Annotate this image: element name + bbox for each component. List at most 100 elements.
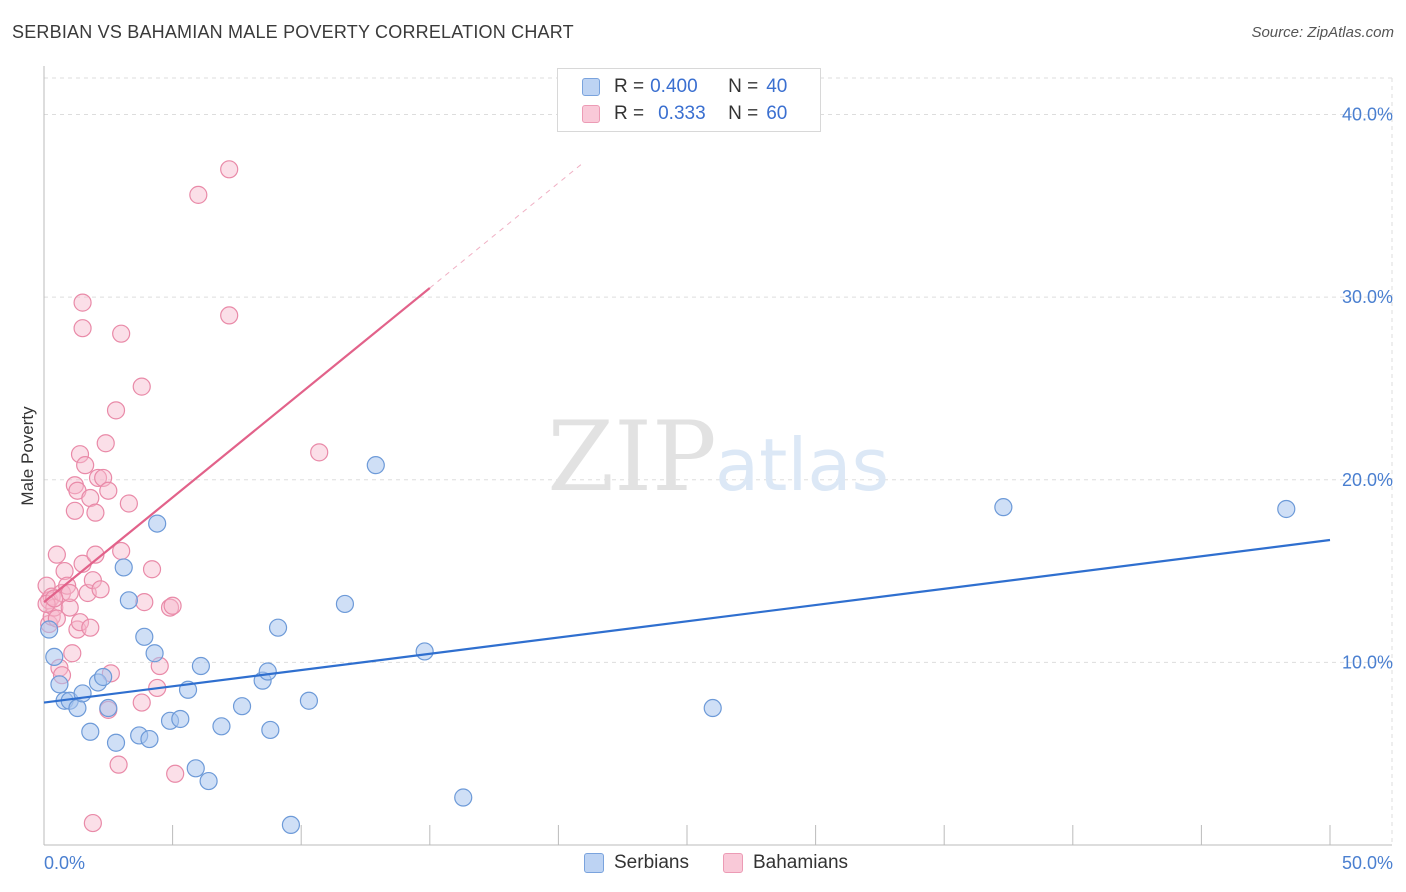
bahamian-point <box>163 596 182 615</box>
y-tick-label: 10.0% <box>1342 652 1393 672</box>
bahamian-point <box>160 598 180 617</box>
serbian-point <box>212 717 231 736</box>
bahamian-points <box>37 160 329 833</box>
serbian-point <box>258 662 277 681</box>
correlation-legend: R = 0.400 N = 40 R = 0.333 N = 60 <box>557 68 821 132</box>
serbian-point <box>40 620 59 639</box>
bahamian-point <box>91 580 110 599</box>
serbian-point <box>1277 499 1296 519</box>
y-axis-label: Male Poverty <box>18 406 37 506</box>
legend-row-bahamians: R = 0.333 N = 60 <box>582 102 787 126</box>
legend-item-bahamians[interactable]: Bahamians <box>723 852 848 874</box>
n-value: 40 <box>766 76 788 97</box>
bahamian-point <box>189 185 208 204</box>
y-tick-label: 30.0% <box>1342 287 1393 307</box>
serbian-point <box>703 698 722 718</box>
r-value: 0.333 <box>658 103 706 124</box>
r-value: 0.400 <box>650 76 698 97</box>
chart-title: SERBIAN VS BAHAMIAN MALE POVERTY CORRELA… <box>12 22 574 42</box>
serbian-point <box>335 594 355 614</box>
bahamian-point <box>73 319 92 338</box>
serbian-point <box>114 558 133 577</box>
bahamian-point <box>65 501 84 520</box>
serbian-point <box>415 642 434 661</box>
serbian-point <box>106 733 126 752</box>
bahamian-point <box>47 545 66 564</box>
watermark: ZIP atlas <box>547 401 889 513</box>
legend-label-bahamians: Bahamians <box>753 852 849 873</box>
x-tick-label: 50.0% <box>1342 853 1393 873</box>
bahamian-swatch <box>582 105 600 123</box>
bahamian-point <box>76 456 95 475</box>
serbian-point <box>186 759 205 778</box>
trend-lines <box>43 161 1331 704</box>
series-legend: Serbians Bahamians <box>584 852 882 874</box>
bahamian-point <box>119 494 138 513</box>
bahamian-point <box>109 755 128 774</box>
serbian-point <box>232 697 252 716</box>
bahamian-point <box>81 618 100 637</box>
bahamian-swatch <box>723 853 743 873</box>
bahamian-point <box>132 377 151 396</box>
legend-label-serbians: Serbians <box>614 852 689 873</box>
bahamian-point <box>73 293 92 312</box>
bahamian-point <box>310 443 329 462</box>
serbian-point <box>994 498 1013 517</box>
serbian-points <box>40 456 1296 835</box>
x-tick-label: 0.0% <box>44 853 85 873</box>
bahamian-point <box>60 598 79 617</box>
bahamian-point <box>70 613 90 632</box>
serbian-point <box>191 656 210 676</box>
serbian-point <box>135 627 154 646</box>
n-label: N = <box>728 76 759 97</box>
bahamian-point <box>99 481 118 500</box>
serbian-point <box>148 514 167 533</box>
bahamian-point <box>96 434 115 453</box>
serbian-swatch <box>584 853 604 873</box>
r-label: R = <box>614 103 645 124</box>
legend-item-serbians[interactable]: Serbians <box>584 852 689 874</box>
bahamian-point <box>83 571 102 590</box>
bahamian-point <box>166 764 185 783</box>
serbian-point <box>145 644 164 663</box>
serbian-swatch <box>582 78 600 96</box>
bahamian-point <box>58 576 77 595</box>
serbian-point <box>299 691 319 710</box>
bahamian-point <box>132 693 151 712</box>
bahamian-point <box>220 306 239 325</box>
bahamian-point <box>112 324 131 343</box>
bahamian-point <box>135 593 154 612</box>
serbian-point <box>454 788 473 807</box>
serbian-point <box>171 709 190 729</box>
r-label: R = <box>614 76 645 97</box>
serbian-point <box>261 720 280 740</box>
source-credit: Source: ZipAtlas.com <box>1251 24 1394 41</box>
serbian-point <box>45 647 64 667</box>
n-label: N = <box>728 103 759 124</box>
bahamian-point <box>63 644 82 663</box>
serbian-point <box>140 729 159 749</box>
serbian-point <box>268 618 288 637</box>
bahamian-point <box>88 468 108 488</box>
bahamian-point <box>55 561 74 581</box>
bahamian-point <box>106 401 126 420</box>
y-tick-label: 20.0% <box>1342 470 1393 490</box>
bahamian-point <box>45 589 64 608</box>
bahamian-point <box>83 813 102 833</box>
axes <box>43 66 1392 846</box>
watermark-atlas: atlas <box>715 423 889 507</box>
bahamian-point <box>86 503 105 522</box>
watermark-zip: ZIP <box>547 401 716 513</box>
serbian-point <box>94 667 113 687</box>
serbian-point <box>81 722 100 741</box>
serbian-point <box>199 771 218 791</box>
tick-labels: 10.0% 20.0% 30.0% 40.0% 0.0% 50.0% <box>44 105 1393 873</box>
legend-row-serbians: R = 0.400 N = 40 <box>582 75 787 99</box>
bahamian-trend-line <box>43 287 431 603</box>
serbian-point <box>99 698 118 718</box>
bahamian-point <box>220 160 239 179</box>
bahamian-point <box>70 445 90 464</box>
y-tick-label: 40.0% <box>1342 105 1393 125</box>
serbian-point <box>50 675 69 694</box>
